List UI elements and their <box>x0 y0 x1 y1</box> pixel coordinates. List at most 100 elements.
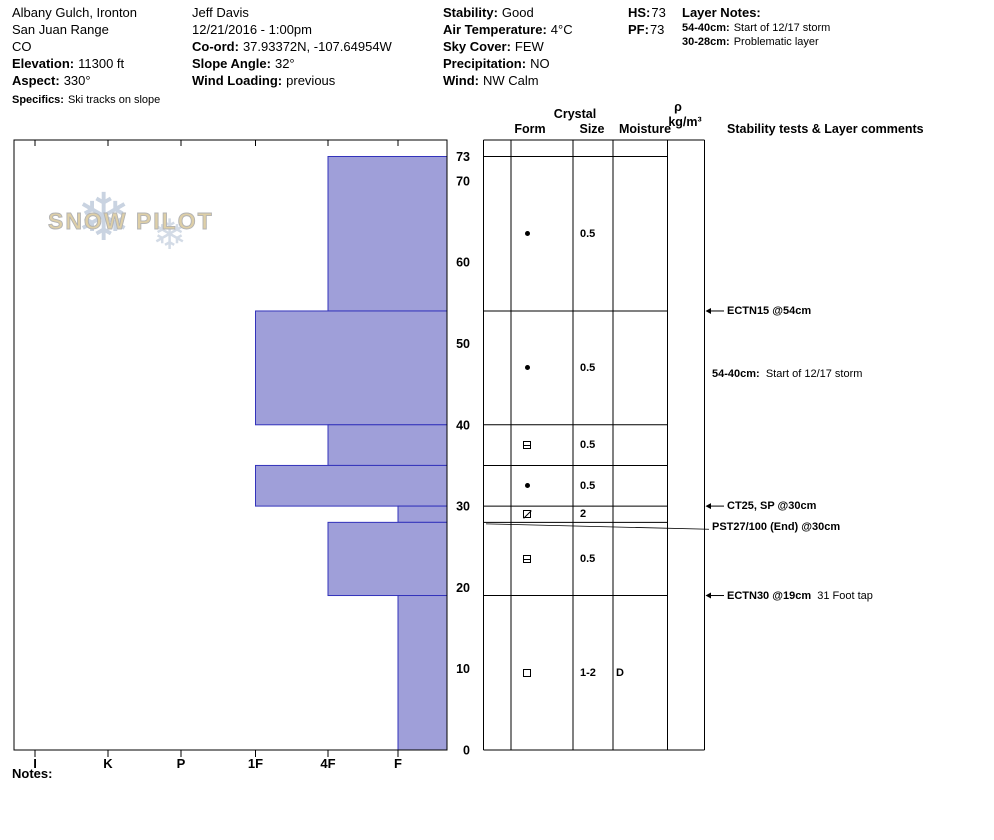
crystal-form-symbol <box>523 441 531 450</box>
crystal-size-value: 0.5 <box>580 552 596 565</box>
annotation-test-name: 54-40cm: <box>712 367 760 380</box>
air-temp-value: 4°C <box>550 22 573 37</box>
density-units-header: kg/m³ <box>668 115 702 129</box>
location-line2: San Juan Range <box>12 22 109 37</box>
hardness-axis-label: 4F <box>320 756 335 771</box>
annotation-arrow-head <box>705 503 711 510</box>
annotation-leader-line <box>485 523 710 530</box>
sky-cover-row: Sky Cover: FEW <box>443 38 573 55</box>
slope-angle-label: Slope Angle: <box>192 56 271 71</box>
hardness-bar <box>397 505 448 523</box>
elevation-label: Elevation: <box>12 56 75 71</box>
layer-note-1-text: Start of 12/17 storm <box>733 22 831 34</box>
slope-angle-value: 32° <box>274 56 295 71</box>
crystal-header: Crystal <box>553 107 597 121</box>
moisture-value: D <box>616 666 624 679</box>
density-header: ρ <box>674 100 682 114</box>
crystal-size-value: 1-2 <box>580 666 596 679</box>
annotation-test-name: ECTN30 @19cm <box>727 589 812 602</box>
layer-note-2: 30-28cm: Problematic layer <box>682 35 830 49</box>
annotation-comment: Start of 12/17 storm <box>759 367 863 380</box>
snowflake-icon: ❄ <box>76 180 132 254</box>
precip-value: NO <box>530 56 550 71</box>
observer-name: Jeff Davis <box>192 5 249 20</box>
location-block: Albany Gulch, Ironton San Juan Range CO … <box>12 4 160 107</box>
crystal-symbol-bar <box>524 558 530 560</box>
annotation-test-name: CT25, SP @30cm <box>727 500 817 513</box>
size-header: Size <box>579 122 605 136</box>
annotation-comment: 31 Foot tap <box>811 589 873 602</box>
hs-row: HS:73 <box>628 4 666 21</box>
precip-row: Precipitation: NO <box>443 55 573 72</box>
annotation-arrow-head <box>705 592 711 599</box>
crystal-size-value: 0.5 <box>580 479 596 492</box>
depth-axis-label: 10 <box>456 662 470 676</box>
coord-label: Co-ord: <box>192 39 239 54</box>
wind-loading-label: Wind Loading: <box>192 73 283 88</box>
air-temp-label: Air Temperature: <box>443 22 547 37</box>
hs-label: HS: <box>628 5 651 20</box>
wind-row: Wind: NW Calm <box>443 72 573 89</box>
stability-test-annotation: PST27/100 (End) @30cm <box>712 521 840 534</box>
stability-test-annotation: CT25, SP @30cm <box>727 500 816 513</box>
hardness-bar <box>255 464 448 507</box>
crystal-size-value: 0.5 <box>580 227 596 240</box>
hardness-axis-label: 1F <box>248 756 263 771</box>
layer-notes-block: Layer Notes: 54-40cm: Start of 12/17 stor… <box>682 4 830 49</box>
pf-row: PF:73 <box>628 21 666 38</box>
crystal-symbol-slash <box>523 509 532 519</box>
crystal-form-symbol <box>523 509 532 519</box>
moisture-header: Moisture <box>618 122 672 136</box>
elevation-row: Elevation: 11300 ft <box>12 55 160 72</box>
hardness-axis-label: K <box>103 756 113 771</box>
layer-note-1-range: 54-40cm: <box>682 22 730 34</box>
snowflake-icon: ❄ <box>152 211 188 258</box>
stability-label: Stability: <box>443 5 498 20</box>
crystal-size-value: 0.5 <box>580 361 596 374</box>
annotation-arrow-head <box>705 307 711 314</box>
layer-notes-title: Layer Notes: <box>682 5 761 20</box>
annotation-test-name: ECTN15 @54cm <box>727 304 812 317</box>
depth-axis-label: 20 <box>456 581 470 595</box>
depth-axis-label: 30 <box>456 500 470 514</box>
stability-test-annotation: ECTN15 @54cm <box>727 305 811 318</box>
depth-axis-label: 40 <box>456 418 470 432</box>
stability-row: Stability: Good <box>443 4 573 21</box>
specifics-value: Ski tracks on slope <box>67 94 161 106</box>
stability-value: Good <box>501 5 534 20</box>
layer-note-2-text: Problematic layer <box>733 36 819 48</box>
wind-label: Wind: <box>443 73 479 88</box>
layer-note-2-range: 30-28cm: <box>682 36 730 48</box>
crystal-form-symbol <box>524 483 530 489</box>
crystal-size-value: 0.5 <box>580 439 596 452</box>
hardness-axis-label: P <box>177 756 186 771</box>
specifics-label: Specifics: <box>12 94 64 106</box>
air-temp-row: Air Temperature: 4°C <box>443 21 573 38</box>
stability-tests-header: Stability tests & Layer comments <box>727 122 924 136</box>
depth-axis-label: 50 <box>456 337 470 351</box>
depth-axis-label: 70 <box>456 174 470 188</box>
wind-loading-row: Wind Loading: previous <box>192 72 392 89</box>
crystal-form-symbol <box>523 668 531 677</box>
depth-axis-label: 60 <box>456 256 470 270</box>
hardness-bar <box>327 424 448 466</box>
coord-row: Co-ord: 37.93372N, -107.64954W <box>192 38 392 55</box>
snowpilot-watermark: ❄ ❄ SNOW PILOT <box>48 184 218 274</box>
hardness-bar <box>255 310 448 426</box>
location-line3: CO <box>12 39 32 54</box>
chart-frame <box>13 139 448 751</box>
stability-test-annotation: 54-40cm: Start of 12/17 storm <box>712 368 862 381</box>
hardness-axis-label: I <box>33 756 37 771</box>
crystal-form-symbol <box>523 554 531 563</box>
form-header: Form <box>514 122 546 136</box>
observer-block: Jeff Davis 12/21/2016 - 1:00pm Co-ord: 37… <box>192 4 392 89</box>
depth-axis-label: 0 <box>463 744 470 758</box>
stability-test-annotation: ECTN30 @19cm 31 Foot tap <box>727 590 873 603</box>
location-line1: Albany Gulch, Ironton <box>12 5 138 20</box>
watermark-text: SNOW PILOT <box>48 208 214 235</box>
aspect-row: Aspect: 330° <box>12 72 160 89</box>
notes-label: Notes: <box>12 766 53 781</box>
wind-loading-value: previous <box>286 73 336 88</box>
